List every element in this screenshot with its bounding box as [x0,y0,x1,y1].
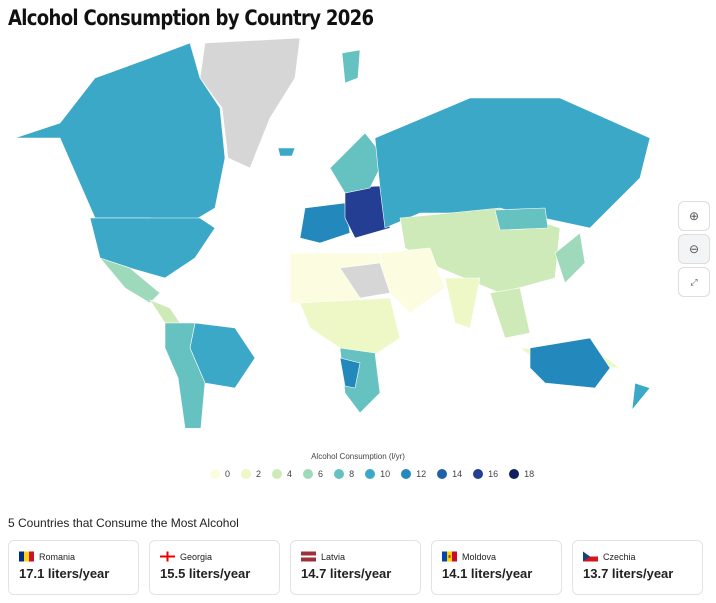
russia[interactable] [374,97,651,229]
fullscreen-button[interactable]: ⤢ [678,267,710,297]
namibia[interactable] [339,357,361,389]
svalbard[interactable] [341,49,361,84]
legend-label: 18 [524,469,535,479]
legend-item[interactable]: 0 [210,469,230,479]
legend-label: 16 [488,469,499,479]
country-name: Moldova [462,551,497,562]
country-name: Romania [39,551,76,562]
world-map[interactable] [0,38,680,428]
australia[interactable] [529,337,611,389]
country-card: Georgia 15.5 liters/year [149,540,280,595]
country-value: 15.5 liters/year [160,566,251,581]
zoom-in-icon: ⊕ [688,209,700,223]
legend-item[interactable]: 10 [365,469,390,479]
country-value: 14.1 liters/year [442,566,533,581]
legend-item[interactable]: 8 [334,469,354,479]
mongolia[interactable] [494,207,549,231]
usa[interactable] [89,217,216,279]
legend-label: 8 [349,469,355,479]
south-america-west[interactable] [164,322,206,428]
scandinavia[interactable] [329,132,386,194]
fullscreen-icon: ⤢ [690,276,698,287]
legend-item[interactable]: 12 [401,469,426,479]
legend-swatch [437,469,448,479]
zoom-in-button[interactable]: ⊕ [678,201,710,231]
georgia-flag-icon [160,551,175,562]
legend-swatch [303,469,314,479]
country-value: 14.7 liters/year [301,566,392,581]
country-name: Georgia [180,551,213,562]
top-countries-heading: 5 Countries that Consume the Most Alcoho… [8,516,239,530]
top-countries-list: Romania 17.1 liters/year Georgia 15.5 lite… [8,540,703,595]
legend-label: 14 [452,469,463,479]
legend-swatch [509,469,520,479]
legend-swatch [401,469,412,479]
eastern-europe[interactable] [344,185,391,239]
canada-alaska[interactable] [14,42,226,224]
southeast-asia[interactable] [489,287,531,339]
sahel[interactable] [339,262,391,299]
legend-swatch [241,469,252,479]
page-title: Alcohol Consumption by Country 2026 [8,6,374,30]
country-value: 17.1 liters/year [19,566,110,581]
legend-item[interactable]: 2 [241,469,261,479]
legend-label: 12 [416,469,427,479]
legend-label: 0 [225,469,231,479]
india[interactable] [444,277,481,329]
country-name: Czechia [603,551,636,562]
country-card: Latvia 14.7 liters/year [290,540,421,595]
legend-label: 10 [380,469,391,479]
czechia-flag-icon [583,551,598,562]
country-card: Moldova 14.1 liters/year [431,540,562,595]
latvia-flag-icon [301,551,316,562]
legend-item[interactable]: 18 [509,469,534,479]
moldova-flag-icon [442,551,457,562]
legend-swatch [272,469,283,479]
country-card: Romania 17.1 liters/year [8,540,139,595]
zoom-out-icon: ⊖ [688,242,700,256]
legend: 0 2 4 6 8 10 12 14 16 18 [210,469,534,479]
new-zealand[interactable] [631,382,651,411]
legend-label: 2 [256,469,262,479]
country-card: Czechia 13.7 liters/year [572,540,703,595]
legend-label: 4 [287,469,293,479]
western-europe[interactable] [299,202,351,244]
legend-swatch [365,469,376,479]
mexico[interactable] [99,257,161,304]
greenland[interactable] [199,38,301,169]
country-value: 13.7 liters/year [583,566,674,581]
legend-swatch [473,469,484,479]
country-name: Latvia [321,551,346,562]
legend-item[interactable]: 4 [272,469,292,479]
legend-swatch [334,469,345,479]
legend-title: Alcohol Consumption (l/yr) [311,452,405,461]
legend-swatch [210,469,220,479]
central-africa[interactable] [299,297,401,359]
japan-korea[interactable] [554,232,586,284]
legend-item[interactable]: 14 [437,469,462,479]
romania-flag-icon [19,551,34,562]
legend-item[interactable]: 16 [473,469,498,479]
legend-item[interactable]: 6 [303,469,323,479]
legend-label: 6 [318,469,324,479]
zoom-out-button[interactable]: ⊖ [678,234,710,264]
iceland[interactable] [277,147,296,157]
central-america[interactable] [149,299,181,324]
